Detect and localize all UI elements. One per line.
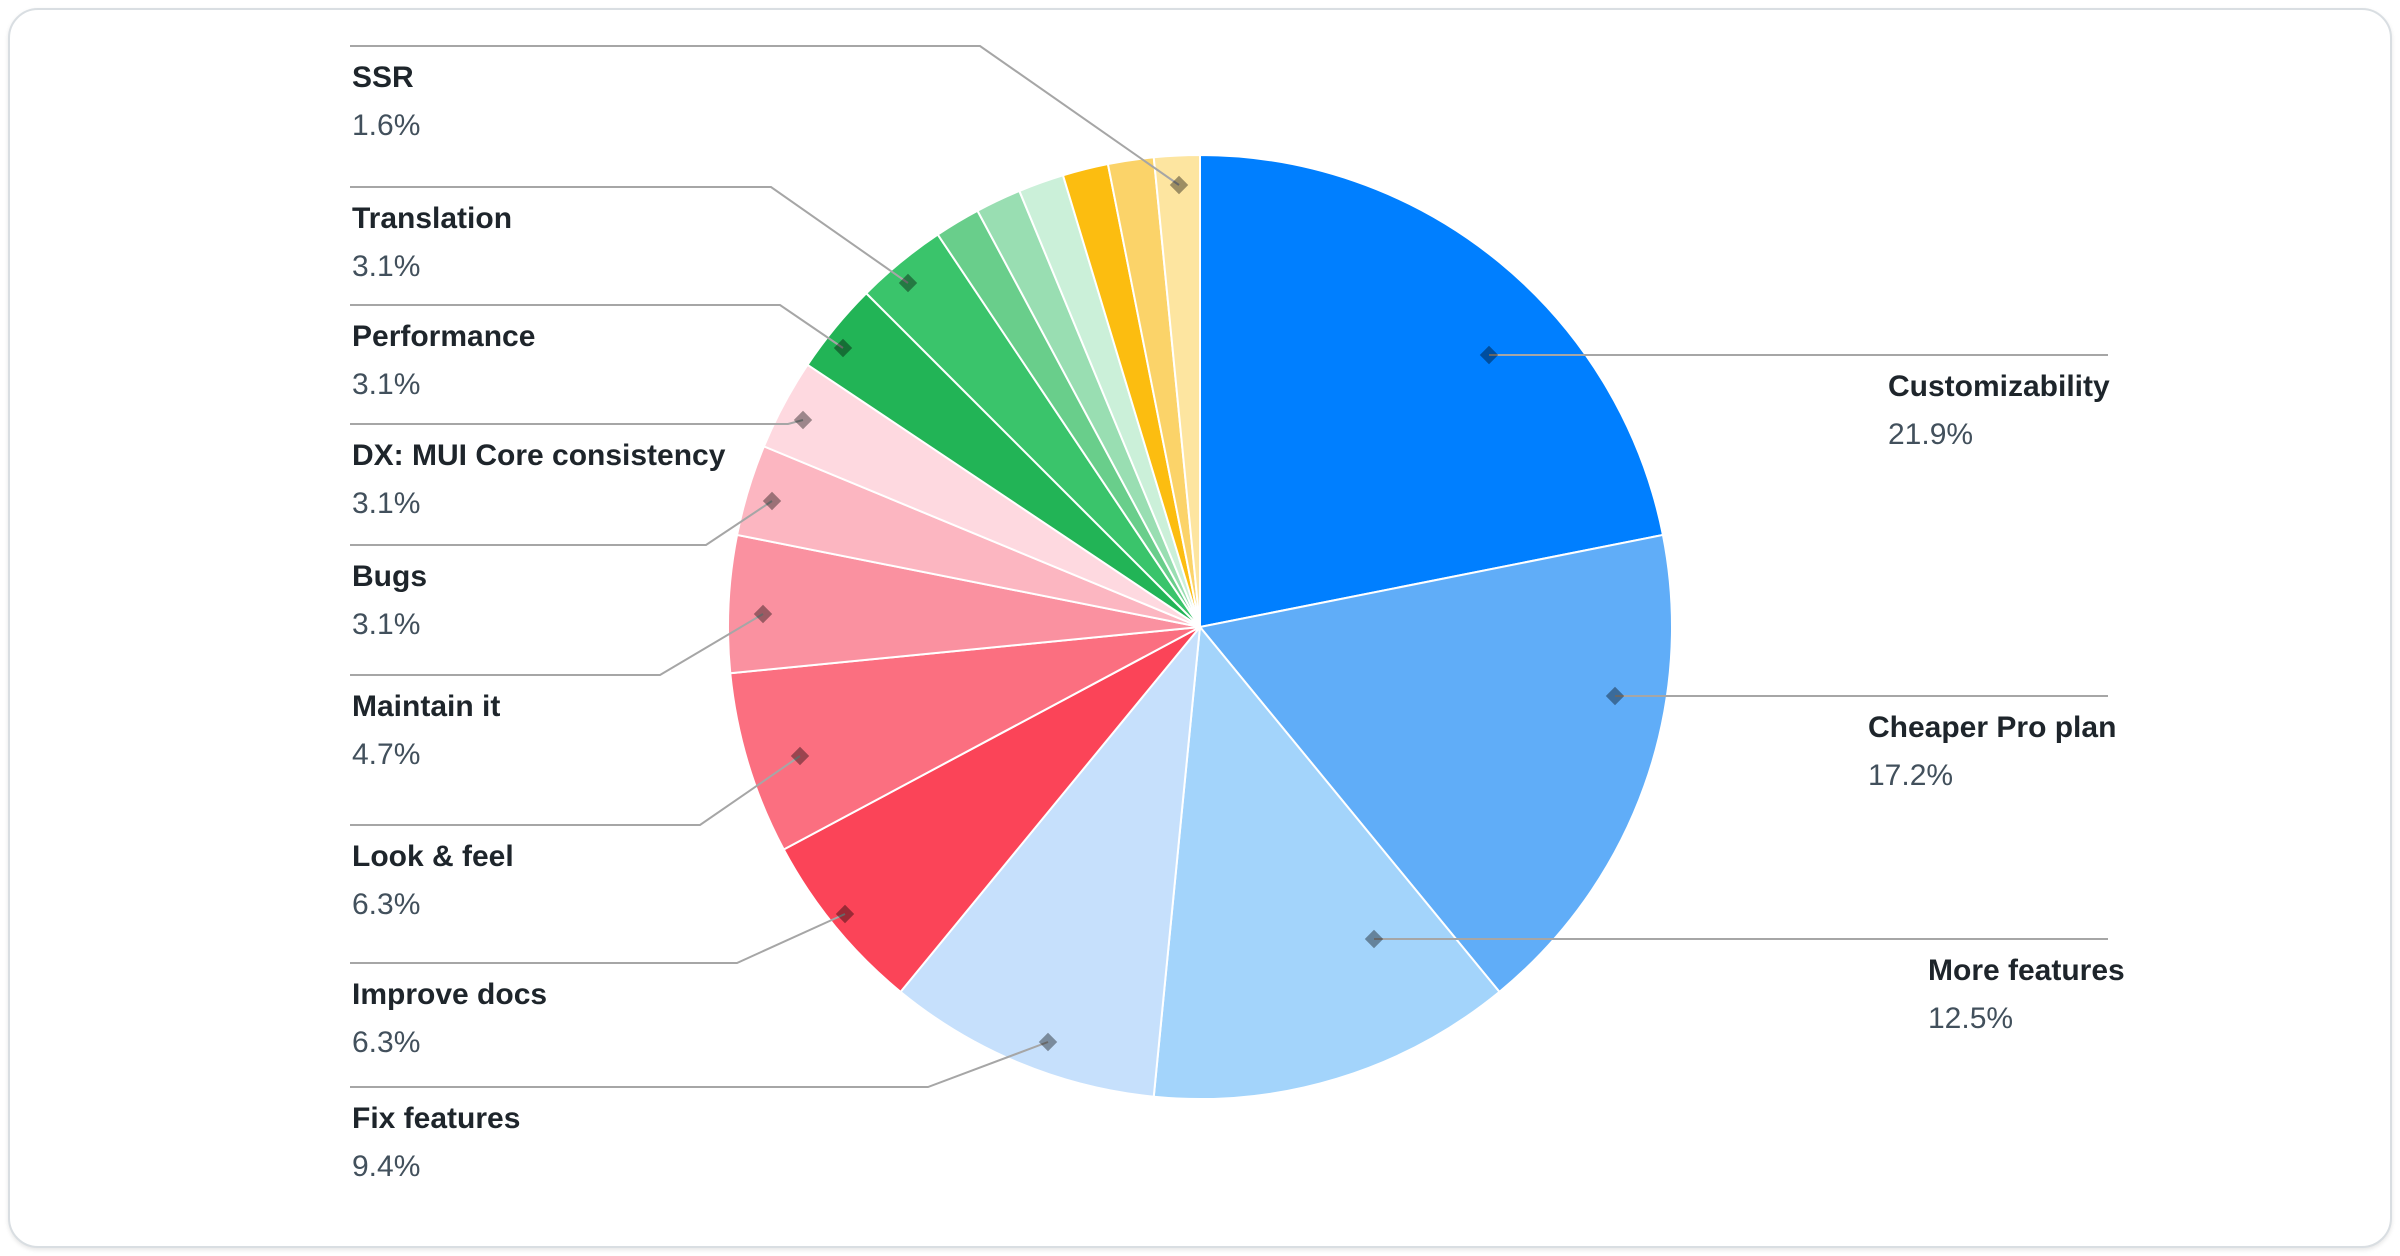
leader-line-improve-docs [350,913,846,964]
leader-line-look-feel [350,755,801,826]
leader-marker-more-features [1364,929,1384,949]
leader-marker-maintain-it [753,604,773,624]
pie-slice-fix-features[interactable] [899,626,1201,1098]
leader-marker-translation [898,273,918,293]
leader-marker-performance [833,338,853,358]
pie-slice-more-features[interactable] [1152,626,1501,1100]
pie-slice-improve-docs[interactable] [782,626,1201,993]
leader-line-ssr [350,45,1180,186]
leader-marker-customizability [1479,345,1499,365]
leader-marker-cheaper-pro-plan [1605,686,1625,706]
leader-line-maintain-it [350,613,764,676]
leader-line-translation [350,186,909,284]
pie-slice-ssr[interactable] [1152,153,1201,628]
leader-marker-improve-docs [835,904,855,924]
leader-marker-fix-features [1038,1032,1058,1052]
leader-line-bugs [350,500,773,546]
pie-slice-look-feel[interactable] [729,626,1201,851]
pie-slice-cheaper-pro-plan[interactable] [1199,533,1673,993]
leader-marker-ssr [1169,175,1189,195]
leader-line-fix-features [350,1041,1049,1088]
leader-marker-dx-mui-core-consistency [793,410,813,430]
leader-marker-look-feel [790,746,810,766]
leader-marker-bugs [762,491,782,511]
leader-line-performance [350,304,844,349]
leader-line-dx-mui-core-consistency [350,419,804,425]
pie-slice-customizability[interactable] [1199,154,1664,628]
